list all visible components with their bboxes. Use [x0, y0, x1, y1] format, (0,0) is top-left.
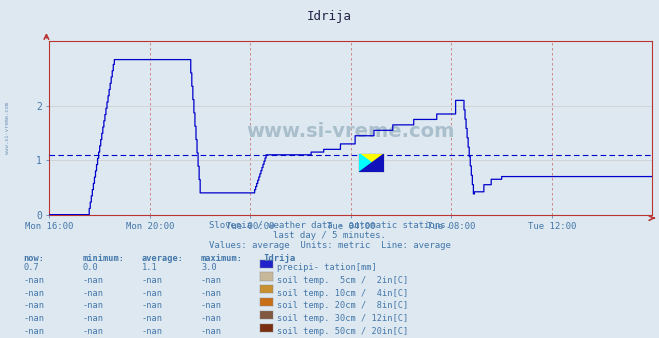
Text: -nan: -nan	[201, 327, 222, 336]
Text: 3.0: 3.0	[201, 263, 217, 272]
Text: 1.1: 1.1	[142, 263, 158, 272]
Text: soil temp. 20cm /  8in[C]: soil temp. 20cm / 8in[C]	[277, 301, 409, 311]
Text: -nan: -nan	[23, 327, 44, 336]
Text: Idrija: Idrija	[264, 254, 296, 263]
Text: -nan: -nan	[23, 276, 44, 285]
Text: -nan: -nan	[142, 327, 163, 336]
Text: -nan: -nan	[82, 327, 103, 336]
Text: www.si-vreme.com: www.si-vreme.com	[5, 102, 11, 154]
Text: -nan: -nan	[201, 289, 222, 298]
Text: minimum:: minimum:	[82, 254, 125, 263]
Text: average:: average:	[142, 254, 184, 263]
Text: -nan: -nan	[82, 314, 103, 323]
Text: maximum:: maximum:	[201, 254, 243, 263]
Text: -nan: -nan	[201, 314, 222, 323]
Text: 0.7: 0.7	[23, 263, 39, 272]
Text: 0.0: 0.0	[82, 263, 98, 272]
Text: -nan: -nan	[82, 276, 103, 285]
Text: soil temp. 30cm / 12in[C]: soil temp. 30cm / 12in[C]	[277, 314, 409, 323]
Text: last day / 5 minutes.: last day / 5 minutes.	[273, 231, 386, 240]
Text: www.si-vreme.com: www.si-vreme.com	[246, 122, 455, 141]
Text: -nan: -nan	[142, 301, 163, 311]
Text: Values: average  Units: metric  Line: average: Values: average Units: metric Line: aver…	[208, 241, 451, 250]
Text: soil temp.  5cm /  2in[C]: soil temp. 5cm / 2in[C]	[277, 276, 409, 285]
Text: -nan: -nan	[23, 314, 44, 323]
Text: precipi- tation[mm]: precipi- tation[mm]	[277, 263, 377, 272]
Text: -nan: -nan	[142, 276, 163, 285]
Text: -nan: -nan	[82, 301, 103, 311]
Text: soil temp. 50cm / 20in[C]: soil temp. 50cm / 20in[C]	[277, 327, 409, 336]
Text: -nan: -nan	[82, 289, 103, 298]
Text: Idrija: Idrija	[307, 10, 352, 23]
Text: -nan: -nan	[201, 301, 222, 311]
Text: -nan: -nan	[23, 301, 44, 311]
Text: -nan: -nan	[142, 314, 163, 323]
Text: -nan: -nan	[142, 289, 163, 298]
Text: -nan: -nan	[23, 289, 44, 298]
Text: Slovenia / weather data - automatic stations.: Slovenia / weather data - automatic stat…	[208, 220, 451, 230]
Text: now:: now:	[23, 254, 44, 263]
Text: -nan: -nan	[201, 276, 222, 285]
Text: soil temp. 10cm /  4in[C]: soil temp. 10cm / 4in[C]	[277, 289, 409, 298]
